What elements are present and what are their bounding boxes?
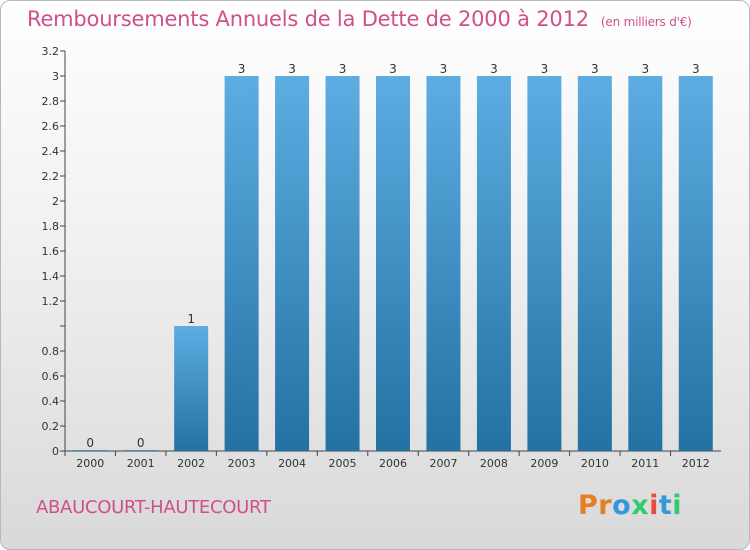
chart-title: Remboursements Annuels de la Dette de 20… [27, 7, 692, 31]
y-tick-label: 2.2 [42, 170, 60, 183]
logo-letter: t [658, 490, 673, 521]
data-label-2005: 3 [339, 62, 347, 76]
y-tick-label: 0.4 [42, 395, 60, 408]
y-tick-label: 2 [52, 195, 59, 208]
x-tick-label-2004: 2004 [278, 457, 306, 470]
data-label-2010: 3 [591, 62, 599, 76]
y-tick-label: 0.6 [42, 370, 60, 383]
bar-2008 [476, 76, 511, 451]
y-tick-label: 1.2 [42, 295, 60, 308]
data-label-2003: 3 [238, 62, 246, 76]
y-tick-label: 0.2 [42, 420, 60, 433]
x-tick-label-2003: 2003 [228, 457, 256, 470]
bar-2007 [426, 76, 461, 451]
town-name: ABAUCOURT-HAUTECOURT [36, 497, 271, 518]
y-tick-label: 0 [52, 445, 59, 458]
x-tick-label-2002: 2002 [177, 457, 205, 470]
logo-letter: P [578, 490, 599, 521]
bar-2010 [577, 76, 612, 451]
y-tick-label: 2.4 [42, 145, 60, 158]
x-tick-label-2011: 2011 [631, 457, 659, 470]
logo-letter: o [612, 490, 632, 521]
data-label-2008: 3 [490, 62, 498, 76]
bar-2006 [376, 76, 410, 451]
y-tick-label: 3 [52, 70, 59, 83]
x-tick-label-2001: 2001 [127, 457, 155, 470]
data-label-2009: 3 [541, 62, 549, 76]
y-tick-label: 2.8 [42, 95, 60, 108]
chart-title-text: Remboursements Annuels de la Dette de 20… [27, 7, 589, 31]
data-label-2006: 3 [389, 62, 397, 76]
y-tick-label: 1.8 [42, 220, 60, 233]
bar-2002 [174, 326, 209, 451]
y-tick-label: 2.6 [42, 120, 60, 133]
y-tick-label: 3.2 [42, 45, 60, 58]
x-tick-label-2008: 2008 [480, 457, 508, 470]
chart-subtitle: (en milliers d'€) [600, 15, 692, 29]
data-label-2002: 1 [187, 312, 195, 326]
data-label-2011: 3 [641, 62, 649, 76]
data-label-2012: 3 [692, 62, 700, 76]
logo-letter: x [631, 490, 650, 521]
bar-2012 [678, 76, 713, 451]
x-tick-label-2000: 2000 [76, 457, 104, 470]
bar-2004 [275, 76, 310, 451]
bar-2009 [527, 76, 562, 451]
y-tick-label: 1.4 [42, 270, 60, 283]
x-tick-label-2010: 2010 [581, 457, 609, 470]
logo-letter: i [672, 490, 683, 521]
data-label-2001: 0 [137, 436, 145, 450]
x-tick-label-2006: 2006 [379, 457, 407, 470]
y-tick-label: 0.8 [42, 345, 60, 358]
bar-2005 [325, 76, 360, 451]
proxiti-logo: Proxiti [578, 490, 682, 521]
data-label-2004: 3 [288, 62, 296, 76]
x-tick-label-2009: 2009 [530, 457, 558, 470]
x-tick-label-2007: 2007 [429, 457, 457, 470]
bar-2001 [123, 450, 158, 451]
bar-2011 [628, 76, 663, 451]
x-tick-label-2005: 2005 [329, 457, 357, 470]
data-label-2000: 0 [86, 436, 94, 450]
logo-letter: i [649, 490, 659, 521]
y-tick-label: 1.6 [42, 245, 60, 258]
bar-2003 [224, 76, 259, 451]
x-tick-label-2012: 2012 [682, 457, 710, 470]
bar-2000 [73, 450, 108, 451]
logo-letter: r [598, 490, 613, 521]
data-label-2007: 3 [440, 62, 448, 76]
